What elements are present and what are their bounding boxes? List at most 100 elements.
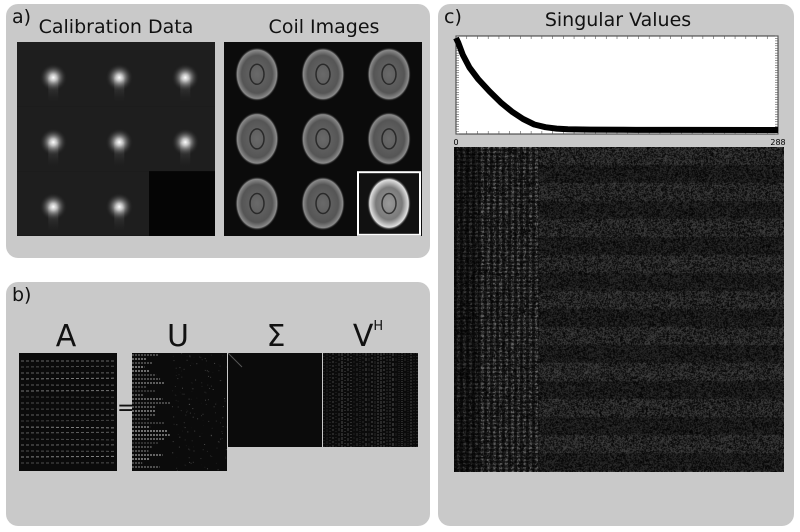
- matrix-a-symbol: A: [55, 319, 77, 354]
- matrix-u-noise: [204, 466, 206, 468]
- matrix-u-noise: [184, 439, 186, 441]
- matrix-u-noise: [189, 403, 191, 405]
- calibration-data-image: [17, 42, 215, 236]
- equals-sign: =: [117, 396, 136, 421]
- matrix-u-noise: [202, 419, 204, 421]
- matrix-u-noise: [221, 438, 223, 440]
- matrix-u-noise: [220, 422, 221, 424]
- brain-ventricles: [315, 63, 331, 86]
- panel-b: b) A U Σ VH =: [6, 282, 430, 526]
- calibration-empty-tile: [149, 171, 215, 236]
- matrix-u-noise: [196, 363, 198, 365]
- matrix-u-noise: [218, 364, 220, 366]
- matrix-u-noise: [217, 441, 219, 443]
- matrix-u-noise: [219, 365, 221, 367]
- matrix-u-noise: [210, 434, 212, 436]
- hermitian-superscript: H: [373, 319, 384, 334]
- matrix-u-noise: [175, 367, 177, 369]
- matrix-u-noise: [192, 461, 194, 463]
- matrix-u-noise: [176, 424, 178, 426]
- matrix-u-noise: [225, 353, 227, 355]
- matrix-u-noise: [206, 370, 208, 372]
- matrix-u-noise: [190, 382, 192, 384]
- matrix-u-noise: [173, 360, 175, 362]
- matrix-u-noise: [188, 457, 190, 459]
- matrix-u-noise: [221, 431, 223, 433]
- matrix-v-letter: V: [352, 319, 374, 354]
- panel-b-label: b): [12, 284, 32, 306]
- matrix-u-image: [132, 353, 227, 471]
- matrix-a-row: [20, 365, 116, 368]
- calibration-spot: [39, 192, 68, 221]
- matrix-v-symbol: VH: [352, 319, 384, 354]
- coil-brain-image: [367, 47, 411, 102]
- matrix-u-noise: [210, 385, 212, 387]
- matrix-u-noise: [189, 355, 191, 357]
- matrix-u-noise: [222, 426, 224, 428]
- matrix-u-noise: [193, 450, 195, 452]
- matrix-u-noise: [218, 441, 220, 443]
- matrix-u-noise: [186, 411, 188, 413]
- matrix-u-noise: [216, 447, 218, 449]
- panel-a: a) Calibration Data Coil Images: [6, 4, 430, 258]
- matrix-u-noise: [210, 455, 211, 457]
- matrix-u-noise: [196, 418, 197, 419]
- matrix-u-noise: [213, 406, 215, 408]
- matrix-u-noise: [183, 393, 185, 395]
- singular-values-title: Singular Values: [544, 9, 692, 31]
- calibration-spot: [105, 128, 134, 157]
- matrix-u-noise: [221, 420, 223, 422]
- matrix-u-noise: [226, 366, 227, 368]
- matrix-u-noise: [177, 434, 179, 436]
- matrix-u-noise: [219, 380, 221, 382]
- calibration-spot: [39, 128, 68, 157]
- matrix-u-noise: [211, 427, 213, 429]
- matrix-u-noise: [188, 446, 190, 448]
- matrix-u-noise: [215, 403, 217, 405]
- matrix-u-noise: [210, 376, 212, 378]
- v-matrix-image: [454, 147, 784, 472]
- matrix-u-noise: [224, 400, 226, 402]
- matrix-u-noise: [225, 449, 227, 451]
- matrix-a-row: [20, 431, 116, 434]
- matrix-u-noise: [172, 390, 174, 392]
- matrix-u-noise: [191, 382, 193, 384]
- matrix-u-noise: [210, 354, 212, 356]
- matrix-u-noise: [173, 416, 175, 418]
- matrix-u-noise: [205, 360, 207, 362]
- matrix-u-noise: [191, 390, 193, 392]
- matrix-u-noise: [201, 359, 203, 361]
- matrix-u-noise: [205, 403, 207, 405]
- coil-image-tiles: [235, 47, 421, 236]
- matrix-u-noise: [216, 401, 218, 403]
- matrix-u-noise: [217, 469, 219, 471]
- matrix-u-noise: [179, 436, 181, 438]
- matrix-u-noise: [225, 426, 227, 428]
- matrix-u-noise: [201, 415, 202, 417]
- matrix-u-noise: [191, 362, 193, 364]
- matrix-u-noise: [210, 354, 212, 356]
- coil-images-grid: [224, 42, 422, 236]
- coil-brain-image: [367, 111, 411, 166]
- coil-images-title: Coil Images: [268, 16, 380, 38]
- matrix-u-noise: [192, 408, 194, 410]
- matrix-u-noise: [201, 402, 202, 404]
- matrix-u-noise: [174, 394, 176, 396]
- matrix-u-noise: [202, 413, 204, 415]
- matrix-u-noise: [208, 371, 210, 373]
- matrix-u-noise: [179, 367, 181, 369]
- matrix-sigma-image: [228, 353, 322, 447]
- matrix-u-noise: [192, 388, 194, 390]
- matrix-u-noise: [192, 416, 194, 418]
- matrix-u-noise: [198, 402, 199, 403]
- matrix-u-noise: [208, 420, 210, 422]
- matrix-u-noise: [181, 376, 183, 378]
- coil-brain-image: [301, 111, 345, 166]
- matrix-u-noise: [180, 391, 182, 393]
- matrix-u-noise: [215, 420, 217, 422]
- matrix-u-noise: [203, 425, 205, 427]
- matrix-u-noise: [222, 406, 224, 408]
- calibration-data-title: Calibration Data: [38, 16, 194, 38]
- matrix-a-row: [20, 426, 116, 429]
- brain-ventricles: [381, 192, 397, 215]
